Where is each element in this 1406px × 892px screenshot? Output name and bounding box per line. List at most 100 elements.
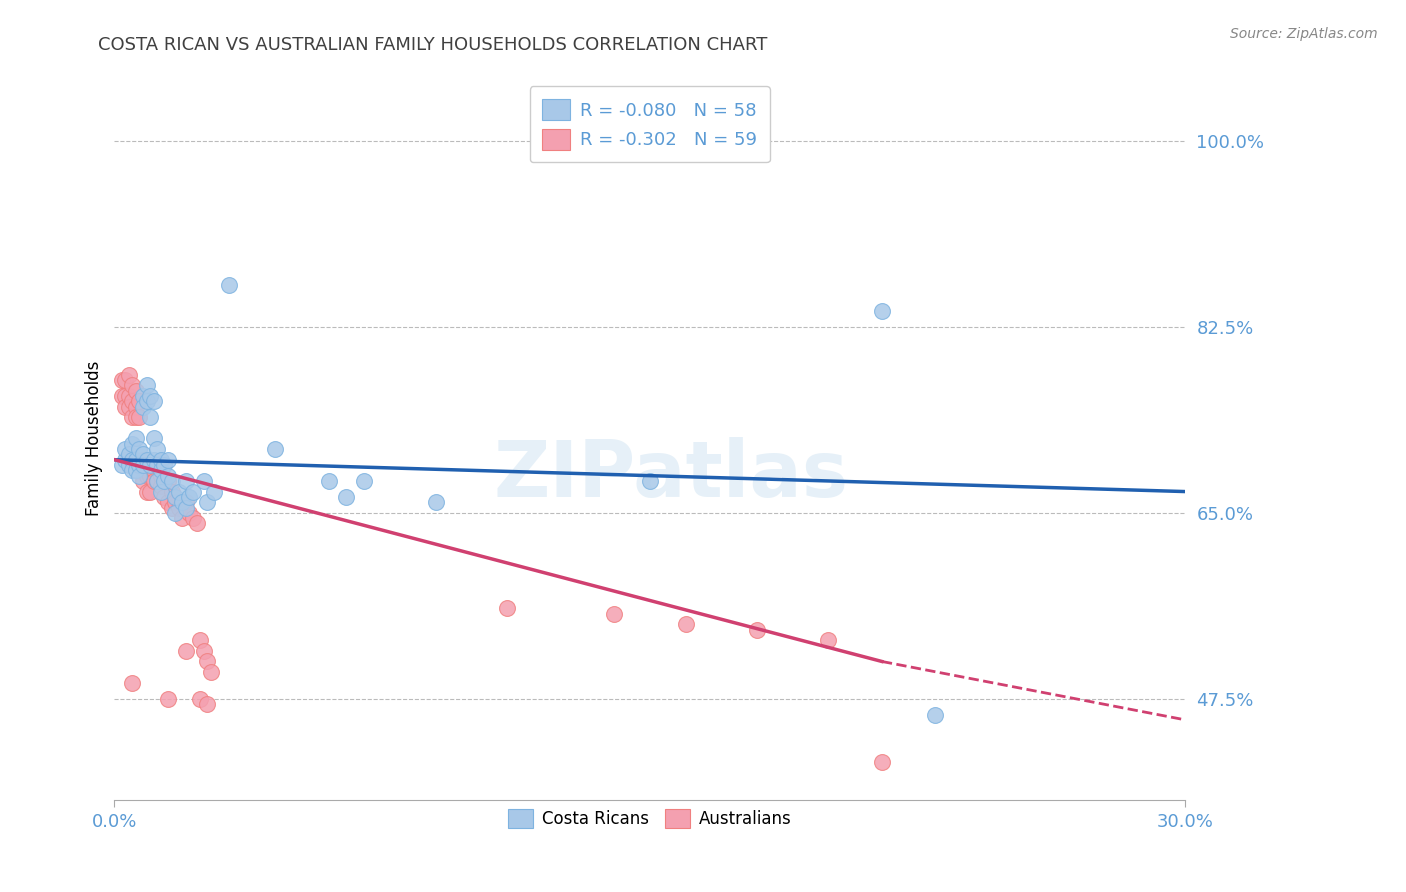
Point — [132, 447, 155, 461]
Point — [425, 495, 447, 509]
Point — [121, 463, 143, 477]
Point — [675, 617, 697, 632]
Point — [128, 410, 150, 425]
Point — [135, 452, 157, 467]
Point — [118, 368, 141, 382]
Point — [132, 458, 155, 472]
Point — [195, 655, 218, 669]
Point — [745, 623, 768, 637]
Point — [146, 442, 169, 456]
Point — [121, 378, 143, 392]
Point — [146, 474, 169, 488]
Point — [149, 452, 172, 467]
Point — [146, 458, 169, 472]
Text: COSTA RICAN VS AUSTRALIAN FAMILY HOUSEHOLDS CORRELATION CHART: COSTA RICAN VS AUSTRALIAN FAMILY HOUSEHO… — [98, 36, 768, 54]
Point — [167, 500, 190, 515]
Point — [172, 495, 194, 509]
Point — [186, 516, 208, 531]
Point — [139, 410, 162, 425]
Point — [188, 633, 211, 648]
Point — [160, 474, 183, 488]
Point — [353, 474, 375, 488]
Point — [121, 452, 143, 467]
Point — [165, 490, 187, 504]
Point — [200, 665, 222, 679]
Point — [165, 495, 187, 509]
Point — [121, 410, 143, 425]
Point — [195, 495, 218, 509]
Point — [153, 490, 176, 504]
Text: Source: ZipAtlas.com: Source: ZipAtlas.com — [1230, 27, 1378, 41]
Point — [165, 506, 187, 520]
Point — [128, 394, 150, 409]
Point — [121, 394, 143, 409]
Point — [114, 389, 136, 403]
Point — [135, 458, 157, 472]
Point — [125, 400, 148, 414]
Point — [496, 601, 519, 615]
Point — [142, 432, 165, 446]
Point — [318, 474, 340, 488]
Point — [125, 384, 148, 398]
Point — [195, 697, 218, 711]
Point — [132, 400, 155, 414]
Point — [135, 394, 157, 409]
Point — [174, 644, 197, 658]
Point — [153, 474, 176, 488]
Point — [132, 463, 155, 477]
Point — [142, 474, 165, 488]
Point — [125, 452, 148, 467]
Point — [114, 452, 136, 467]
Point — [132, 474, 155, 488]
Point — [149, 484, 172, 499]
Point — [264, 442, 287, 456]
Point — [121, 675, 143, 690]
Point — [135, 378, 157, 392]
Point — [153, 458, 176, 472]
Point — [135, 484, 157, 499]
Point — [114, 442, 136, 456]
Point — [149, 463, 172, 477]
Point — [160, 484, 183, 499]
Point — [181, 484, 204, 499]
Point — [218, 277, 240, 292]
Point — [188, 691, 211, 706]
Point — [110, 389, 132, 403]
Point — [118, 400, 141, 414]
Point — [174, 495, 197, 509]
Point — [132, 389, 155, 403]
Point — [156, 452, 179, 467]
Point — [114, 373, 136, 387]
Point — [156, 495, 179, 509]
Point — [156, 691, 179, 706]
Point — [142, 394, 165, 409]
Point — [172, 511, 194, 525]
Point — [817, 633, 839, 648]
Point — [125, 463, 148, 477]
Point — [110, 458, 132, 472]
Point — [132, 452, 155, 467]
Legend: Costa Ricans, Australians: Costa Ricans, Australians — [502, 802, 799, 835]
Point — [870, 756, 893, 770]
Point — [181, 511, 204, 525]
Point — [110, 373, 132, 387]
Point — [174, 500, 197, 515]
Point — [202, 484, 225, 499]
Point — [135, 468, 157, 483]
Point — [149, 479, 172, 493]
Point — [146, 474, 169, 488]
Point — [118, 389, 141, 403]
Point — [125, 410, 148, 425]
Point — [128, 458, 150, 472]
Point — [160, 500, 183, 515]
Point — [179, 506, 201, 520]
Point — [149, 468, 172, 483]
Point — [139, 468, 162, 483]
Point — [603, 607, 626, 621]
Point — [193, 474, 215, 488]
Point — [139, 484, 162, 499]
Point — [139, 389, 162, 403]
Point — [118, 458, 141, 472]
Point — [128, 458, 150, 472]
Point — [142, 463, 165, 477]
